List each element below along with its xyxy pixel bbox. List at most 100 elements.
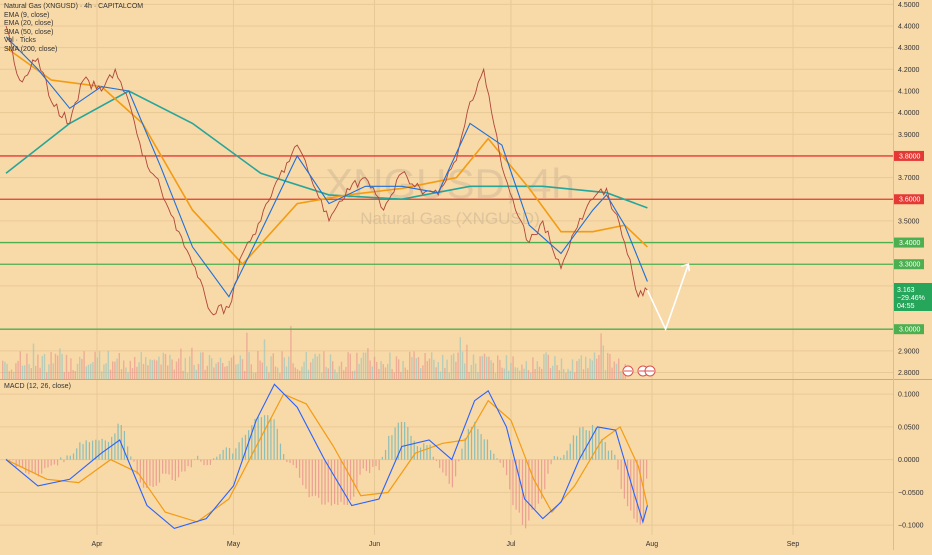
volume-bar: [279, 373, 280, 379]
volume-bar: [178, 358, 179, 379]
macd-histogram-bar: [283, 454, 284, 460]
volume-bar: [416, 358, 417, 379]
event-flags[interactable]: [623, 366, 655, 376]
legend-volume[interactable]: Vol · Ticks: [4, 37, 143, 46]
volume-bar: [253, 373, 254, 379]
volume-bar: [486, 357, 487, 379]
volume-bar: [119, 353, 120, 379]
volume-bar: [431, 352, 432, 379]
macd-histogram-bar: [57, 460, 58, 466]
macd-histogram-bar: [474, 422, 475, 460]
macd-histogram-bar: [525, 460, 526, 529]
volume-bar: [526, 361, 527, 379]
macd-histogram-bar: [140, 460, 141, 483]
macd-histogram-bar: [359, 460, 360, 475]
volume-bar: [394, 372, 395, 379]
macd-histogram-bar: [143, 460, 144, 488]
volume-bar: [592, 360, 593, 379]
volume-bar: [517, 368, 518, 379]
macd-histogram-bar: [496, 458, 497, 459]
volume-bar: [9, 371, 10, 379]
volume-bar: [361, 358, 362, 379]
volume-bar: [66, 355, 67, 379]
volume-bar: [44, 354, 45, 379]
volume-bar: [387, 364, 388, 379]
volume-bar: [396, 356, 397, 379]
macd-histogram-bar: [439, 460, 440, 468]
volume-bar: [363, 353, 364, 379]
macd-histogram-bar: [318, 460, 319, 498]
macd-histogram-bar: [299, 460, 300, 478]
volume-bar: [409, 352, 410, 379]
volume-bar: [332, 361, 333, 379]
volume-bar: [189, 356, 190, 379]
volume-bar: [110, 370, 111, 379]
macd-histogram-bar: [44, 460, 45, 469]
volume-bar: [605, 370, 606, 379]
volume-bar: [449, 373, 450, 379]
macd-histogram-bar: [70, 456, 71, 460]
volume-bar: [488, 357, 489, 379]
volume-bar: [556, 365, 557, 379]
macd-histogram-bar: [589, 431, 590, 460]
macd-histogram-bar: [54, 460, 55, 465]
macd-histogram-bar: [608, 451, 609, 460]
volume-bar: [193, 365, 194, 379]
volume-bar: [13, 372, 14, 379]
macd-histogram-bar: [188, 460, 189, 467]
volume-bar: [528, 370, 529, 379]
macd-legend[interactable]: MACD (12, 26, close): [4, 383, 71, 390]
level-label: 3.0000: [899, 327, 921, 334]
macd-histogram-bar: [19, 460, 20, 466]
volume-bar: [77, 364, 78, 379]
volume-bar: [482, 356, 483, 379]
volume-bar: [33, 344, 34, 379]
macd-histogram-bar: [433, 457, 434, 460]
volume-bar: [108, 351, 109, 379]
macd-histogram-bar: [637, 460, 638, 523]
macd-histogram-bar: [305, 460, 306, 489]
macd-histogram-bar: [207, 460, 208, 465]
volume-bar: [24, 365, 25, 379]
volume-bar: [257, 351, 258, 379]
badge-change: −29.46%: [897, 295, 925, 302]
volume-bar: [114, 362, 115, 379]
level-label: 3.6000: [899, 197, 921, 204]
legend-ema9[interactable]: EMA (9, close): [4, 12, 143, 21]
macd-histogram-bar: [16, 460, 17, 467]
volume-bar: [246, 333, 247, 379]
macd-histogram-bar: [82, 444, 83, 459]
legend-ema20[interactable]: EMA (20, close): [4, 20, 143, 29]
volume-bar: [330, 354, 331, 379]
volume-bar: [585, 357, 586, 379]
macd-histogram-bar: [490, 450, 491, 459]
legend-title[interactable]: Natural Gas (XNGUSD) · 4h · CAPITALCOM: [4, 3, 143, 12]
volume-bar: [521, 365, 522, 379]
volume-bar: [277, 368, 278, 379]
volume-bar: [288, 357, 289, 379]
macd-histogram-bar: [340, 460, 341, 502]
macd-histogram-bar: [162, 460, 163, 474]
volume-bar: [233, 355, 234, 379]
volume-bar: [495, 373, 496, 379]
legend-sma200[interactable]: SMA (200, close): [4, 46, 143, 55]
macd-histogram-bar: [232, 454, 233, 460]
legend-sma50[interactable]: SMA (50, close): [4, 29, 143, 38]
macd-histogram-bar: [420, 448, 421, 460]
volume-bar: [55, 354, 56, 379]
macd-histogram-bar: [213, 458, 214, 459]
volume-bar: [226, 366, 227, 379]
volume-bar: [548, 355, 549, 379]
macd-histogram-bar: [614, 455, 615, 460]
volume-bar: [475, 364, 476, 379]
macd-histogram-bar: [197, 456, 198, 460]
macd-tick-label: −0.0500: [898, 490, 924, 497]
macd-histogram-bar: [570, 444, 571, 460]
macd-histogram-bar: [621, 460, 622, 489]
volume-bar: [345, 367, 346, 379]
volume-bar: [552, 366, 553, 379]
volume-bar: [31, 368, 32, 379]
macd-histogram-bar: [455, 460, 456, 477]
volume-bar: [420, 368, 421, 379]
